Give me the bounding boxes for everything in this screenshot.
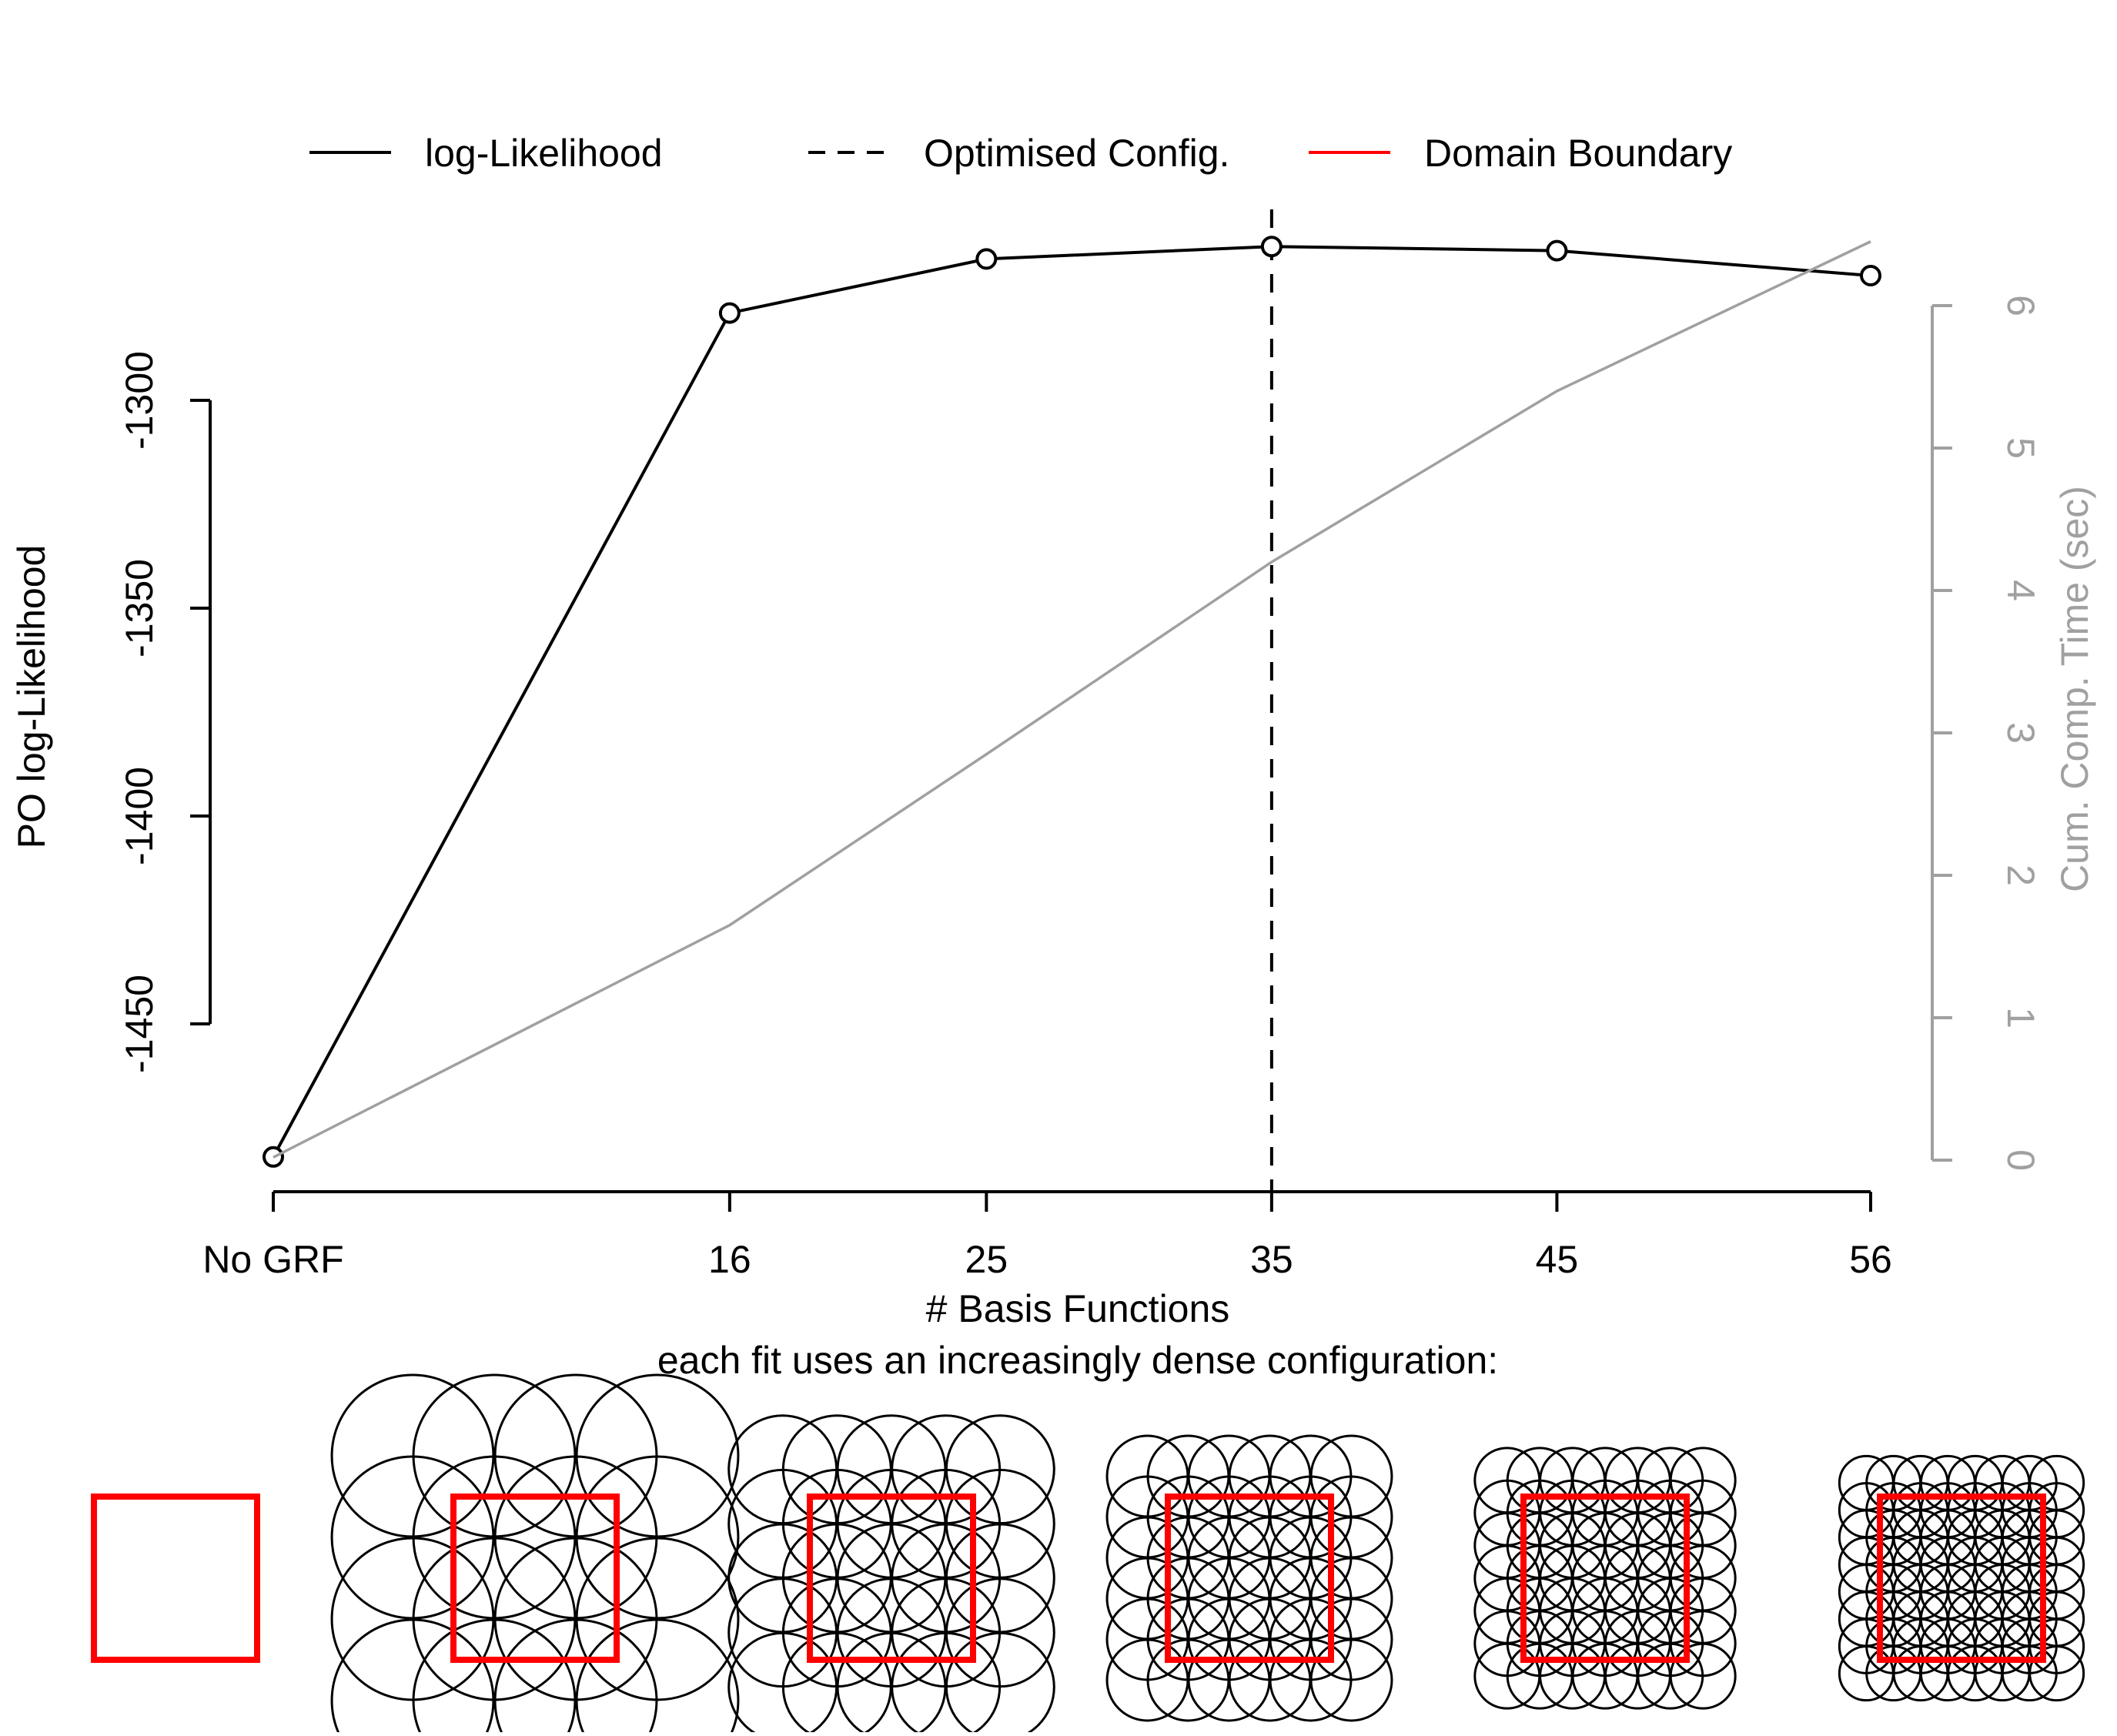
domain-boundary-box (91, 1493, 260, 1663)
basis-function-circle (945, 1631, 1055, 1736)
y-left-tick-label: -1450 (118, 975, 161, 1073)
legend-label: log-Likelihood (425, 132, 663, 175)
axis-labels: # Basis Functions each fit uses an incre… (10, 486, 2096, 1382)
x-axis-label: # Basis Functions (926, 1287, 1230, 1330)
configuration-panel (1838, 1454, 2085, 1702)
loglik-point (1260, 236, 1283, 258)
domain-boundary-box (1520, 1493, 1690, 1663)
configuration-panel (330, 1373, 740, 1736)
loglik-point (1546, 239, 1568, 262)
loglik-point (1860, 265, 1881, 286)
x-tick-label: 16 (708, 1238, 751, 1281)
x-tick-label: 25 (965, 1238, 1008, 1281)
basis-function-circle (575, 1618, 740, 1736)
basis-function-circle (2028, 1645, 2085, 1702)
legend: log-Likelihood Optimised Config. Domain Bo… (309, 132, 1732, 175)
y-left-tick-label: -1400 (118, 767, 161, 865)
y-left-tick-label: -1350 (118, 559, 161, 657)
loglik-point (718, 302, 741, 324)
legend-label: Optimised Config. (924, 132, 1229, 175)
basis-function-circle (1309, 1597, 1393, 1681)
y-right-tick-label: 3 (1999, 722, 2042, 744)
loglik-point (975, 248, 998, 270)
domain-boundary-box (1877, 1493, 2046, 1663)
y-left-tick-label: -1300 (118, 351, 161, 450)
domain-boundary-box (1165, 1493, 1334, 1663)
basis-function-circle (2028, 1617, 2085, 1674)
configuration-caption: each fit uses an increasingly dense conf… (657, 1339, 1498, 1382)
y-axis-right-label: Cum. Comp. Time (sec) (2053, 486, 2096, 892)
y-axis-left-label: PO log-Likelihood (10, 545, 53, 849)
basis-configurations (91, 1373, 2085, 1736)
configuration-panel (727, 1414, 1055, 1736)
x-tick-label: 45 (1536, 1238, 1579, 1281)
configuration-panel (1105, 1434, 1393, 1722)
y-right-tick-label: 0 (1999, 1149, 2042, 1171)
legend-label: Domain Boundary (1424, 132, 1732, 175)
y-right-tick-label: 4 (1999, 580, 2042, 601)
configuration-panel (1473, 1447, 1737, 1710)
domain-boundary-box (450, 1493, 620, 1663)
series (263, 209, 1881, 1192)
x-tick-label: No GRF (202, 1238, 343, 1281)
x-tick-label: 35 (1250, 1238, 1293, 1281)
basis-function-circle (1669, 1642, 1737, 1710)
basis-function-circle (575, 1537, 740, 1701)
y-right-tick-label: 2 (1999, 865, 2042, 886)
loglik-line (272, 245, 1871, 1158)
basis-function-circle (575, 1373, 740, 1538)
comp-time-line (273, 240, 1871, 1159)
y-right-tick-label: 1 (1999, 1007, 2042, 1029)
basis-function-circle (945, 1577, 1055, 1688)
x-tick-label: 56 (1849, 1238, 1892, 1281)
configuration-panel (91, 1493, 260, 1663)
y-right-tick-label: 5 (1999, 437, 2042, 459)
basis-function-circle (1669, 1610, 1737, 1677)
basis-function-circle (1309, 1638, 1393, 1722)
y-right-tick-label: 6 (1999, 295, 2042, 316)
basis-function-circle (575, 1455, 740, 1620)
axes: No GRF 16 25 35 45 56-1300-1350-1400-14500123… (118, 295, 2042, 1281)
domain-boundary-box (807, 1493, 976, 1663)
